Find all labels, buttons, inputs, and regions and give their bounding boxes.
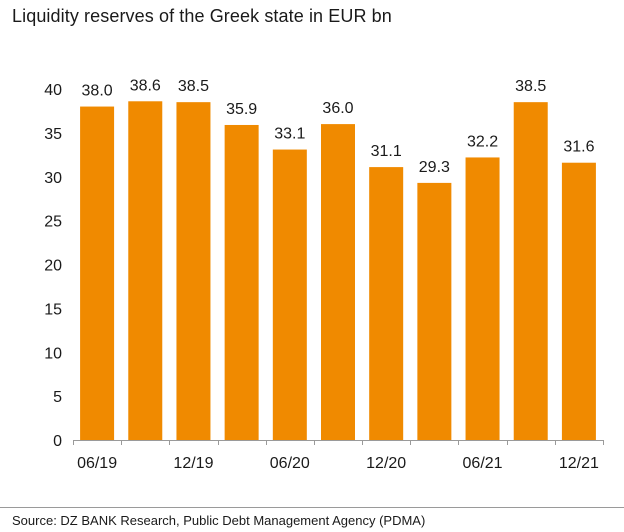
x-tick-label: 06/20 xyxy=(270,455,310,472)
y-tick-label: 30 xyxy=(44,170,62,187)
bar-value-label: 32.2 xyxy=(467,133,498,150)
bar xyxy=(80,106,115,441)
source-note: Source: DZ BANK Research, Public Debt Ma… xyxy=(12,513,426,528)
bar-value-label: 38.5 xyxy=(515,78,546,95)
x-tick-label: 12/21 xyxy=(559,455,599,472)
bar-value-label: 35.9 xyxy=(226,101,257,118)
y-tick-label: 0 xyxy=(53,433,62,450)
bar xyxy=(465,157,500,440)
chart-title: Liquidity reserves of the Greek state in… xyxy=(12,6,392,26)
bar xyxy=(128,101,163,440)
bar-value-label: 38.0 xyxy=(82,83,113,100)
bar xyxy=(176,102,211,440)
bar-value-label: 31.1 xyxy=(371,143,402,160)
x-tick-label: 12/19 xyxy=(173,455,213,472)
bar xyxy=(417,182,452,440)
y-tick-label: 15 xyxy=(44,301,62,318)
bar-value-label: 29.3 xyxy=(419,159,450,176)
bar-value-label: 33.1 xyxy=(274,126,305,143)
bar-value-label: 31.6 xyxy=(563,139,594,156)
bar-series xyxy=(80,101,596,441)
bar-value-label: 38.5 xyxy=(178,78,209,95)
bar-chart: 0 5 10 15 20 25 30 35 40 38.0 38.6 38.5 35.9 33.1 36.… xyxy=(44,77,604,472)
bar xyxy=(561,162,596,440)
bar xyxy=(369,167,404,440)
bar-value-label: 36.0 xyxy=(322,100,353,117)
bar-value-label: 38.6 xyxy=(130,77,161,94)
y-axis: 0 5 10 15 20 25 30 35 40 xyxy=(44,82,62,450)
source-divider xyxy=(0,507,624,508)
y-tick-label: 35 xyxy=(44,126,62,143)
y-tick-label: 20 xyxy=(44,258,62,275)
bar xyxy=(321,124,355,440)
y-tick-label: 10 xyxy=(44,345,62,362)
bar xyxy=(272,149,307,441)
x-tick-label: 12/20 xyxy=(366,455,406,472)
x-axis: 06/19 12/19 06/20 12/20 06/21 12/21 xyxy=(73,440,604,472)
x-tick-label: 06/19 xyxy=(77,455,117,472)
bar xyxy=(224,124,259,440)
y-tick-label: 40 xyxy=(44,82,62,99)
data-labels: 38.0 38.6 38.5 35.9 33.1 36.0 31.1 29.3 32.2 38.5… xyxy=(82,77,595,176)
x-tick-label: 06/21 xyxy=(463,455,503,472)
bar xyxy=(513,102,548,440)
y-tick-label: 5 xyxy=(53,389,62,406)
y-tick-label: 25 xyxy=(44,214,62,231)
